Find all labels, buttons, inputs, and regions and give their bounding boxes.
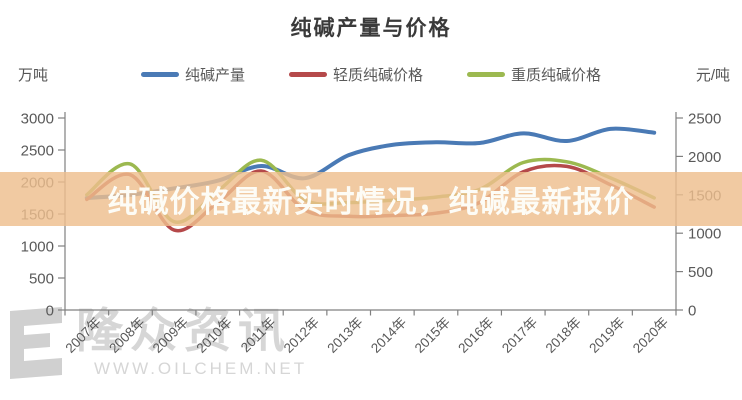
svg-text:1000: 1000: [688, 226, 721, 243]
oilchem-logo-icon: [10, 307, 62, 379]
chart-legend: 纯碱产量 轻质纯碱价格 重质纯碱价格: [110, 63, 632, 85]
watermark: 隆众资讯 WWW.OILCHEM.NET: [6, 305, 307, 391]
svg-text:2016年: 2016年: [455, 315, 496, 356]
svg-text:2500: 2500: [688, 111, 721, 128]
legend-label: 纯碱产量: [184, 66, 245, 84]
production-line-swatch-icon: [140, 71, 179, 77]
svg-text:2017年: 2017年: [499, 315, 540, 356]
svg-text:2007年: 2007年: [63, 315, 104, 356]
svg-text:2500: 2500: [21, 143, 54, 160]
left-axis-unit: 万吨: [18, 67, 49, 84]
svg-text:2013年: 2013年: [324, 315, 365, 356]
svg-text:2009年: 2009年: [150, 315, 191, 356]
svg-text:2010年: 2010年: [194, 315, 235, 356]
svg-text:2011年: 2011年: [238, 315, 279, 356]
legend-item-heavy-price: 重质纯碱价格: [467, 64, 601, 85]
legend-label: 轻质纯碱价格: [332, 66, 423, 84]
watermark-url: WWW.OILCHEM.NET: [94, 359, 308, 378]
heavy-price-line-swatch-icon: [467, 71, 505, 77]
svg-text:2019年: 2019年: [586, 315, 627, 356]
svg-text:1000: 1000: [21, 239, 54, 256]
svg-text:2020年: 2020年: [630, 315, 671, 356]
svg-text:2000: 2000: [688, 149, 721, 166]
svg-text:2014年: 2014年: [368, 315, 409, 356]
svg-text:2008年: 2008年: [106, 315, 147, 356]
legend-item-light-price: 轻质纯碱价格: [288, 64, 423, 85]
watermark-text: 隆众资讯 WWW.OILCHEM.NET: [76, 305, 307, 379]
legend-item-production: 纯碱产量: [140, 64, 245, 85]
svg-text:0: 0: [688, 303, 696, 320]
svg-text:0: 0: [46, 303, 54, 320]
headline-band: 纯碱价格最新实时情况，纯碱最新报价: [0, 172, 742, 226]
svg-text:2012年: 2012年: [281, 315, 322, 356]
svg-text:500: 500: [29, 271, 54, 288]
x-axis-labels: 2007年 2008年 2009年 2010年 2011年 2012年 2013年 2014年…: [63, 315, 672, 356]
svg-text:2018年: 2018年: [543, 315, 584, 356]
headline-text: 纯碱价格最新实时情况，纯碱最新报价: [107, 186, 635, 219]
svg-text:2015年: 2015年: [412, 315, 453, 356]
watermark-brand: 隆众资讯: [76, 304, 292, 357]
legend-label: 重质纯碱价格: [511, 66, 602, 84]
light-price-line-swatch-icon: [288, 71, 327, 77]
chart-title: 纯碱产量与价格: [290, 17, 452, 40]
right-axis-unit: 元/吨: [695, 67, 730, 84]
svg-text:3000: 3000: [21, 111, 54, 128]
svg-text:500: 500: [688, 264, 713, 281]
